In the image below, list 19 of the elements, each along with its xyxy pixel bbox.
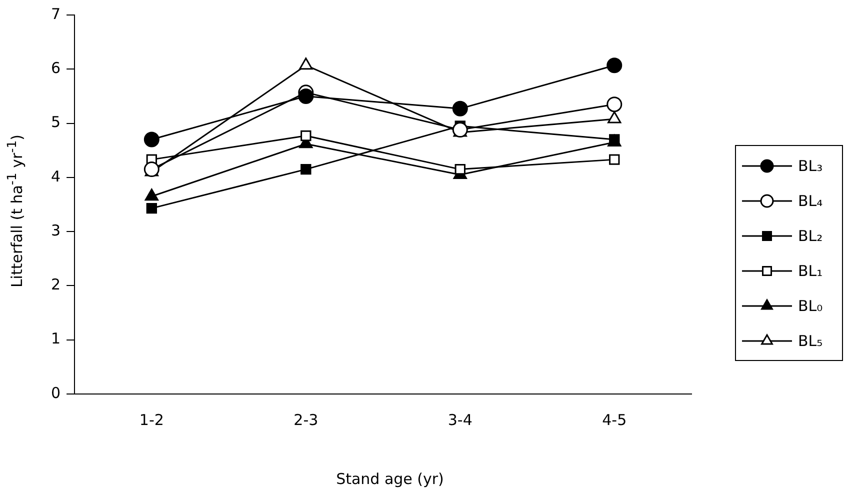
y-tick-label: 2 [50,276,61,294]
y-tick-label: 7 [50,4,61,23]
legend-label: BL₃ [798,156,823,174]
y-tick-label: 4 [50,167,61,186]
legend-label: BL₅ [798,332,823,350]
x-tick-label: 3-4 [448,410,472,429]
legend-label: BL₁ [798,262,823,280]
x-tick-label: 1-2 [139,410,164,429]
legend-label: BL₂ [798,226,823,244]
y-tick-label: 0 [50,384,61,402]
x-tick-label: 2-3 [294,410,318,429]
legend-label: BL₄ [798,192,823,210]
y-tick-label: 1 [50,330,61,348]
x-tick-label: 4-5 [602,410,627,429]
y-tick-label: 6 [50,59,61,78]
x-axis-title: Stand age (yr) [335,470,445,488]
y-tick-label: 5 [50,113,61,132]
y-tick-label: 3 [50,221,61,240]
legend-label: BL₀ [798,296,823,314]
